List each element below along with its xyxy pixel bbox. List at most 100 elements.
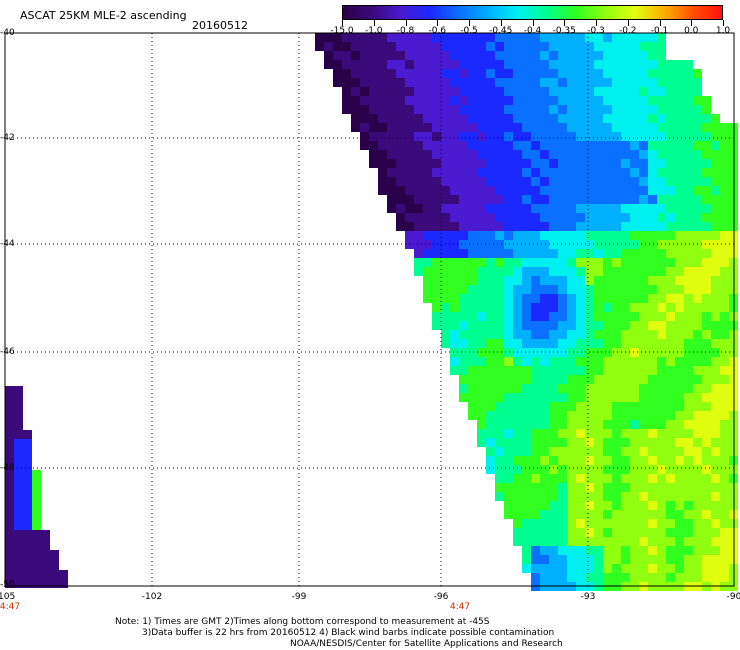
swath-cell (585, 285, 594, 294)
swath-cell (468, 249, 477, 258)
swath-cell (477, 168, 486, 177)
swath-cell (459, 393, 468, 402)
swath-cell (675, 69, 684, 78)
swath-cell (630, 537, 639, 546)
swath-cell (5, 470, 14, 479)
swath-cell (423, 132, 432, 141)
swath-cell (576, 573, 585, 582)
swath-cell (612, 348, 621, 357)
swath-cell (504, 240, 513, 249)
swath-cell (405, 78, 414, 87)
swath-cell (657, 555, 666, 564)
swath-cell (594, 222, 603, 231)
swath-cell (459, 168, 468, 177)
swath-cell (486, 204, 495, 213)
swath-cell (522, 483, 531, 492)
swath-cell (639, 267, 648, 276)
swath-cell (531, 267, 540, 276)
swath-cell (513, 357, 522, 366)
swath-cell (711, 258, 720, 267)
swath-cell (5, 459, 14, 468)
swath-cell (684, 249, 693, 258)
swath-cell (648, 555, 657, 564)
swath-cell (666, 312, 675, 321)
swath-cell (684, 402, 693, 411)
swath-cell (621, 375, 630, 384)
swath-cell (369, 33, 378, 42)
swath-cell (594, 87, 603, 96)
swath-cell (702, 564, 711, 573)
swath-cell (14, 479, 23, 488)
swath-cell (621, 186, 630, 195)
swath-cell (693, 438, 702, 447)
swath-cell (567, 519, 576, 528)
swath-cell (513, 87, 522, 96)
swath-cell (567, 204, 576, 213)
swath-cell (612, 96, 621, 105)
swath-cell (459, 258, 468, 267)
swath-cell (468, 375, 477, 384)
swath-cell (558, 573, 567, 582)
swath-cell (504, 276, 513, 285)
swath-cell (540, 87, 549, 96)
swath-cell (387, 204, 396, 213)
swath-cell (657, 87, 666, 96)
swath-cell (459, 204, 468, 213)
swath-cell (387, 105, 396, 114)
swath-cell (378, 69, 387, 78)
swath-cell (711, 132, 720, 141)
swath-cell (378, 87, 387, 96)
swath-cell (720, 348, 729, 357)
swath-cell (621, 159, 630, 168)
swath-cell (558, 483, 567, 492)
swath-cell (675, 105, 684, 114)
swath-cell (468, 312, 477, 321)
swath-cell (477, 42, 486, 51)
swath-cell (675, 285, 684, 294)
swath-cell (459, 213, 468, 222)
swath-cell (684, 528, 693, 537)
swath-cell (504, 87, 513, 96)
swath-cell (468, 33, 477, 42)
swath-cell (558, 105, 567, 114)
swath-cell (558, 51, 567, 60)
swath-cell (630, 528, 639, 537)
swath-cell (711, 312, 720, 321)
swath-cell (693, 474, 702, 483)
swath-cell (576, 564, 585, 573)
swath-cell (432, 51, 441, 60)
graticule (5, 33, 734, 586)
swath-cell (567, 177, 576, 186)
swath-cell (711, 276, 720, 285)
swath-cell (450, 168, 459, 177)
swath-cell (531, 294, 540, 303)
swath-cell (675, 375, 684, 384)
swath-cell (405, 168, 414, 177)
swath-cell (648, 420, 657, 429)
colorbar-tick (342, 20, 343, 26)
swath-cell (567, 60, 576, 69)
swath-cell (567, 357, 576, 366)
swath-cell (657, 123, 666, 132)
swath-cell (648, 258, 657, 267)
swath-cell (369, 96, 378, 105)
swath-cell (513, 474, 522, 483)
swath-cell (621, 141, 630, 150)
swath-cell (666, 276, 675, 285)
swath-cell (621, 474, 630, 483)
swath-cell (585, 105, 594, 114)
swath-cell (387, 132, 396, 141)
swath-cell (621, 294, 630, 303)
swath-cell (477, 420, 486, 429)
swath-cell (5, 419, 14, 428)
colorbar-tick (564, 20, 566, 26)
swath-cell (405, 114, 414, 123)
swath-cell (603, 303, 612, 312)
swath-cell (567, 348, 576, 357)
swath-cell (594, 546, 603, 555)
swath-cell (576, 294, 585, 303)
swath-cell (531, 492, 540, 501)
swath-cell (594, 285, 603, 294)
swath-cell (630, 294, 639, 303)
swath-cell (657, 276, 666, 285)
